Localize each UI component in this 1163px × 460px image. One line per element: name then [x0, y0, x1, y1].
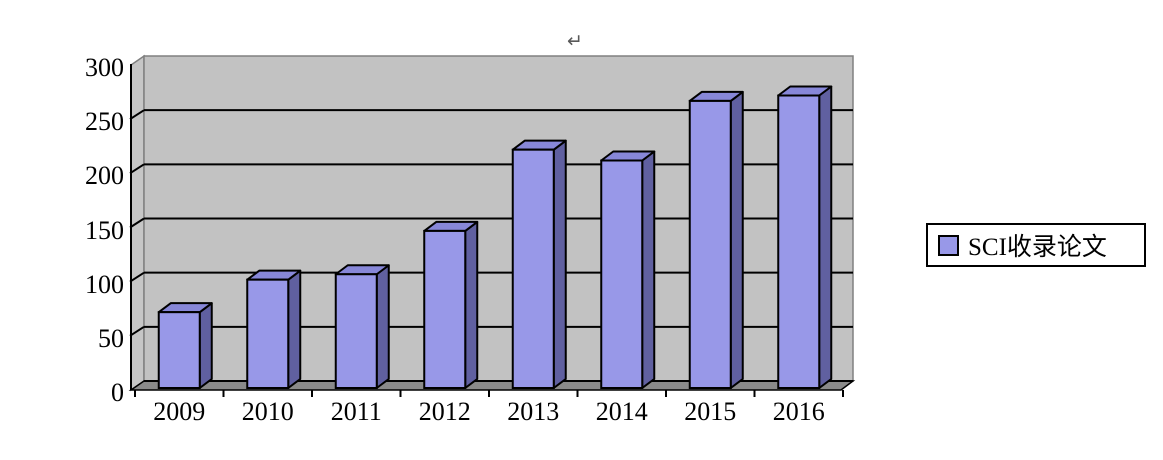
bar-2014 — [600, 150, 656, 389]
bar-side-face — [729, 90, 744, 389]
gridline-wall-tick-250 — [129, 109, 145, 121]
bar-front-face — [423, 229, 467, 389]
bar-front-face — [157, 311, 201, 389]
x-category-label-2010: 2010 — [241, 397, 294, 426]
y-tick-label-300: 300 — [85, 53, 124, 82]
x-category-label-2012: 2012 — [418, 397, 471, 426]
bar-2009 — [157, 302, 213, 389]
gridline-wall-tick-150 — [129, 217, 145, 229]
bar-front-face — [246, 278, 290, 389]
bar-side-face — [464, 220, 479, 389]
bar-side-face — [198, 302, 213, 389]
y-tick-label-250: 250 — [85, 107, 124, 137]
bar-2013 — [511, 139, 567, 389]
x-category-label-2011: 2011 — [330, 397, 382, 426]
bar-2012 — [423, 220, 479, 389]
bar-side-face — [287, 269, 302, 389]
legend-marker-swatch — [938, 234, 959, 256]
legend: SCI收录论文 — [926, 223, 1146, 267]
plot-walls — [128, 54, 856, 392]
bar-side-face — [552, 139, 567, 389]
gridline-wall-tick-100 — [129, 271, 145, 283]
x-category-label-2013: 2013 — [507, 397, 560, 426]
x-category-label-2015: 2015 — [684, 397, 737, 426]
x-category-label-2016: 2016 — [772, 397, 825, 426]
bar-front-face — [777, 94, 821, 389]
gridline-wall-tick-200 — [129, 163, 145, 175]
bar-2010 — [246, 269, 302, 389]
y-tick-label-200: 200 — [85, 161, 124, 191]
bar-side-face — [641, 150, 656, 389]
bar-front-face — [688, 99, 732, 390]
legend-series-label: SCI收录论文 — [968, 234, 1107, 261]
y-tick-label-150: 150 — [85, 215, 124, 245]
y-tick-label-0: 0 — [111, 378, 124, 407]
bar-side-face — [818, 85, 833, 389]
paragraph-return-mark: ↵ — [567, 30, 583, 52]
bar-2016 — [777, 85, 833, 389]
bar-series — [157, 85, 833, 390]
gridline-wall-tick-50 — [129, 325, 145, 337]
x-category-label-2009: 2009 — [153, 397, 206, 426]
bar-front-face — [600, 159, 644, 389]
y-tick-label-100: 100 — [85, 269, 124, 299]
bar-front-face — [511, 148, 555, 389]
bar-side-face — [375, 264, 390, 389]
y-tick-label-50: 50 — [98, 323, 124, 353]
bar-2015 — [688, 90, 744, 390]
bar-2011 — [334, 264, 390, 389]
axes — [130, 64, 844, 397]
bar-front-face — [334, 273, 378, 389]
x-category-label-2014: 2014 — [595, 397, 648, 426]
floor — [128, 380, 856, 391]
